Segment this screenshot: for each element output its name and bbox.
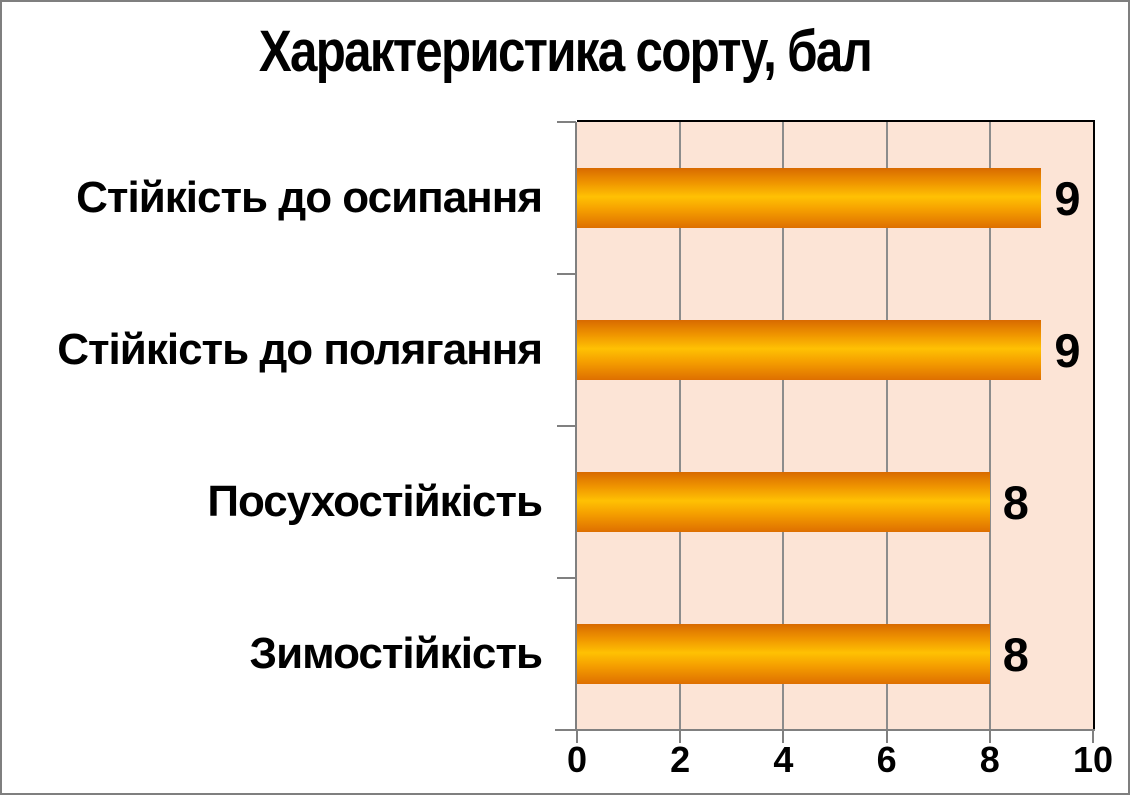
value-tick-4	[782, 731, 785, 743]
category-tick-0	[557, 121, 576, 123]
bar-3	[577, 624, 990, 684]
category-tick-4	[557, 729, 576, 731]
value-axis-label-0: 0	[566, 739, 588, 780]
category-axis-line	[575, 122, 577, 730]
value-label-0: 9	[1054, 171, 1081, 225]
gridline-x-4	[782, 122, 785, 730]
gridline-x-2	[679, 122, 682, 730]
value-tick-6	[885, 731, 888, 743]
gridline-x-8	[988, 122, 991, 730]
bar-0	[577, 168, 1042, 228]
plot-area: 9 9 8 8	[577, 122, 1093, 730]
value-tick-0	[576, 731, 578, 743]
gridline-x-6	[885, 122, 888, 730]
value-label-1: 9	[1054, 323, 1081, 377]
value-tick-2	[679, 731, 682, 743]
value-axis-label-2: 2	[670, 739, 691, 780]
chart-title: Характеристика сорту, бал	[258, 19, 873, 84]
value-axis-label-8: 8	[979, 739, 1000, 780]
value-axis-line	[555, 729, 1095, 731]
value-label-2: 8	[1002, 475, 1029, 529]
category-label-0: Стійкість до осипання	[76, 173, 543, 222]
value-tick-10	[1092, 731, 1094, 743]
category-tick-2	[557, 425, 576, 427]
plot-border-top	[577, 120, 1095, 122]
plot-border-right	[1093, 120, 1095, 731]
category-label-2: Посухостійкість	[207, 477, 543, 526]
category-label-1: Стійкість до полягання	[57, 325, 543, 374]
category-label-3: Зимостійкість	[249, 629, 544, 678]
bar-1	[577, 320, 1042, 380]
value-axis-label-6: 6	[876, 739, 897, 780]
category-tick-3	[557, 577, 576, 579]
value-axis-label-4: 4	[773, 739, 794, 780]
value-tick-8	[988, 731, 991, 743]
value-axis-label-10: 10	[1072, 739, 1114, 780]
bar-2	[577, 472, 990, 532]
value-label-3: 8	[1002, 627, 1029, 681]
category-tick-1	[557, 273, 576, 275]
category-axis-labels: Стійкість до осипання Стійкість до поляга…	[2, 122, 558, 730]
